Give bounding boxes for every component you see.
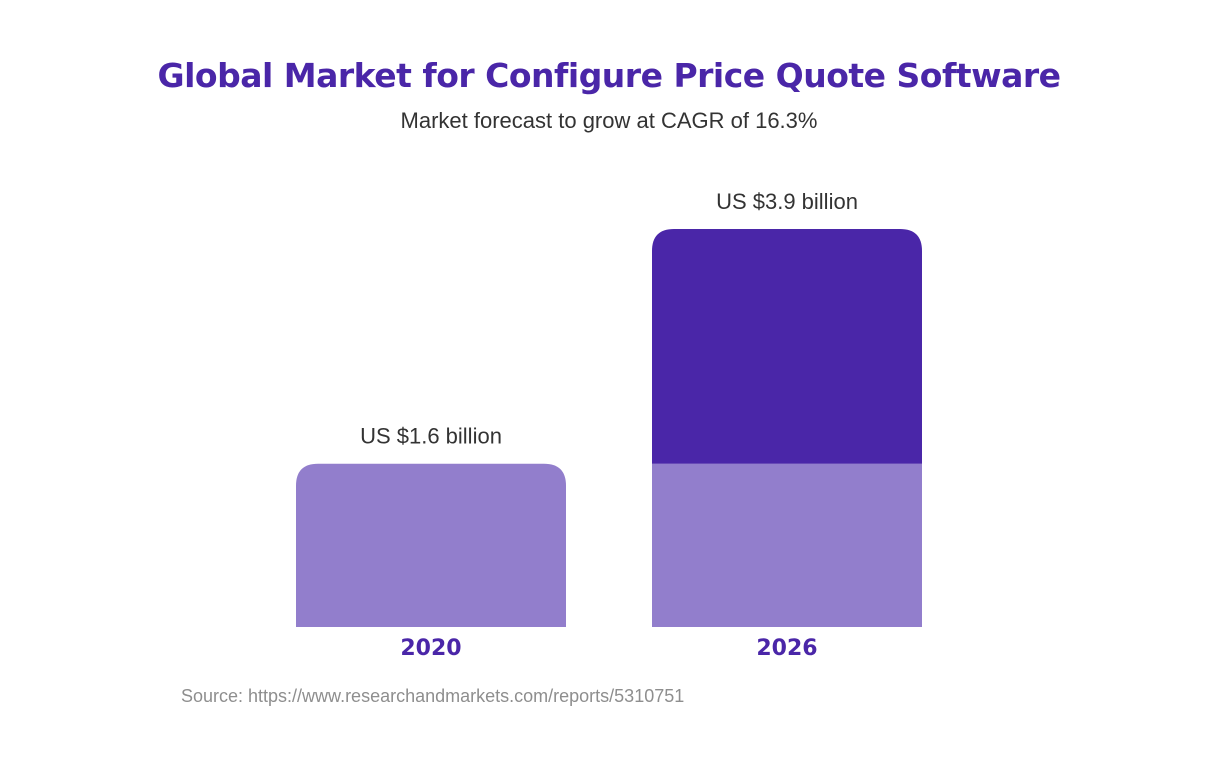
data-label-2020: US $1.6 billion	[360, 424, 502, 449]
bar-base-segment	[296, 463, 566, 627]
chart-subtitle: Market forecast to grow at CAGR of 16.3%	[400, 108, 818, 133]
bar-growth-segment	[652, 229, 922, 464]
x-tick-label-2020: 2020	[400, 636, 461, 661]
bar-base-segment	[652, 463, 922, 627]
source-note: Source: https://www.researchandmarkets.c…	[181, 686, 685, 706]
data-label-2026: US $3.9 billion	[716, 189, 858, 214]
bar-2020	[296, 463, 566, 627]
x-tick-label-2026: 2026	[756, 636, 817, 661]
bar-2026	[652, 229, 922, 627]
bars-layer	[296, 229, 922, 627]
labels-layer: US $1.6 billion 2020 US $3.9 billion 2026	[360, 189, 858, 661]
chart-title: Global Market for Configure Price Quote …	[157, 56, 1062, 95]
